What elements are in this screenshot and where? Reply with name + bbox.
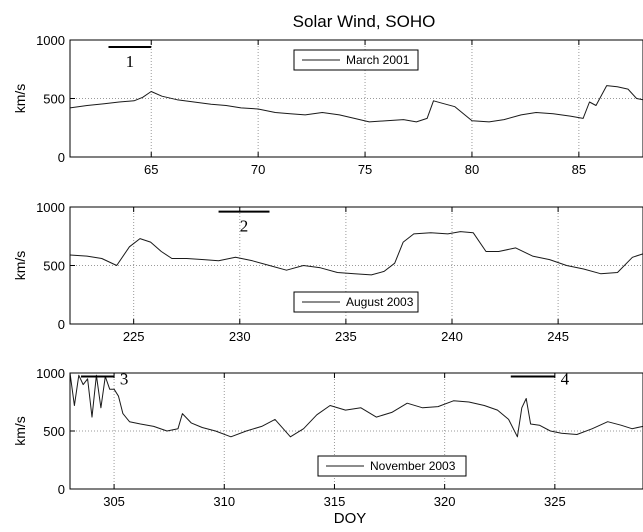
y-tick-label: 500	[43, 92, 65, 107]
series-line-3	[70, 373, 643, 438]
legend-box	[317, 455, 467, 477]
x-tick-label: 235	[335, 329, 357, 344]
annotation-label-1: 1	[126, 52, 135, 71]
x-tick-label: 325	[544, 494, 566, 509]
chart-panel-1: 1 65 70 75 80 85 0 500 1000 km/s March 2001	[12, 33, 643, 177]
y-axis-label: km/s	[12, 84, 28, 114]
x-tick-label: 70	[251, 162, 265, 177]
y-tick-label: 1000	[36, 33, 65, 48]
x-tick-label: 305	[103, 494, 125, 509]
legend-label: November 2003	[370, 459, 456, 473]
x-tick-label: 310	[213, 494, 235, 509]
y-tick-label: 0	[58, 150, 65, 165]
x-tick-label: 245	[547, 329, 569, 344]
annotation-label-3: 3	[120, 369, 129, 388]
legend-label: August 2003	[346, 295, 414, 309]
series-line-2	[70, 231, 643, 276]
y-tick-label: 1000	[36, 366, 65, 381]
x-tick-label: 80	[465, 162, 479, 177]
y-tick-label: 0	[58, 317, 65, 332]
x-tick-label: 75	[358, 162, 372, 177]
chart-panel-2: 2 225 230 235 240 245 0 500 1000 km/s August 2003	[12, 200, 643, 344]
x-tick-label: 240	[441, 329, 463, 344]
legend-label: March 2001	[346, 53, 410, 67]
y-axis-label: km/s	[12, 416, 28, 446]
annotation-label-4: 4	[561, 369, 570, 388]
x-tick-label: 320	[434, 494, 456, 509]
x-tick-label: 85	[572, 162, 586, 177]
y-tick-label: 1000	[36, 200, 65, 215]
x-tick-label: 315	[324, 494, 346, 509]
figure-title: Solar Wind, SOHO	[293, 12, 436, 31]
legend-box	[293, 49, 419, 71]
x-tick-label: 230	[229, 329, 251, 344]
annotation-label-2: 2	[240, 217, 249, 236]
x-tick-label: 65	[144, 162, 158, 177]
x-axis-label: DOY	[334, 510, 367, 527]
panels: 1 65 70 75 80 85 0 500 1000 km/s March 2001 2 225 230…	[12, 33, 643, 509]
y-axis-label: km/s	[12, 251, 28, 281]
legend: March 2001	[293, 49, 419, 71]
x-tick-label: 225	[123, 329, 145, 344]
chart-panel-3: 3 4 305 310 315 320 325 0 500 1000 km/s November 20…	[12, 366, 643, 509]
series-line-1	[70, 85, 643, 123]
y-tick-label: 500	[43, 424, 65, 439]
legend: August 2003	[293, 291, 419, 313]
y-tick-label: 500	[43, 259, 65, 274]
y-tick-label: 0	[58, 482, 65, 497]
legend-box	[293, 291, 419, 313]
legend: November 2003	[317, 455, 467, 477]
